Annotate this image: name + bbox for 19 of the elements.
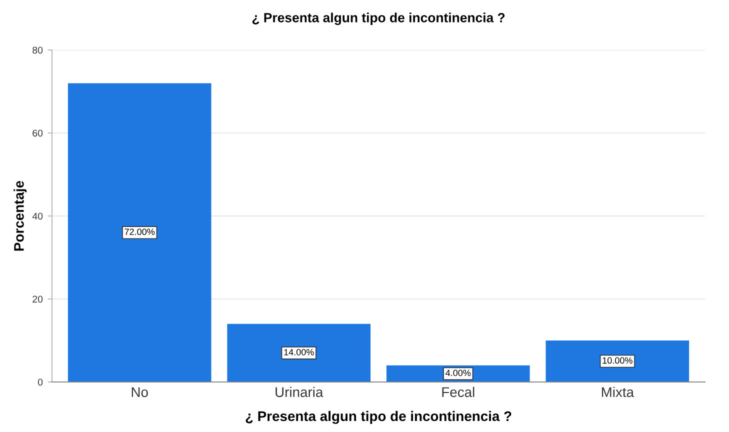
data-label: 14.00% bbox=[284, 348, 314, 356]
bar bbox=[68, 83, 212, 382]
x-tick-label: Urinaria bbox=[276, 386, 324, 398]
y-tick-label: 60 bbox=[32, 130, 43, 137]
chart-title: ¿ Presenta algun tipo de incontinencia ? bbox=[252, 12, 505, 26]
x-axis-title: ¿ Presenta algun tipo de incontinencia ? bbox=[246, 410, 512, 424]
y-tick-label: 0 bbox=[38, 378, 43, 386]
data-label: 4.00% bbox=[446, 370, 471, 376]
bar bbox=[546, 340, 690, 382]
y-tick-label: 80 bbox=[32, 46, 43, 54]
x-tick-label: No bbox=[132, 387, 148, 398]
y-tick-label: 20 bbox=[32, 296, 43, 303]
x-tick-label: Mixta bbox=[602, 386, 634, 398]
data-label: 72.00% bbox=[124, 228, 155, 236]
x-tick-label: Fecal bbox=[442, 386, 474, 398]
y-tick-label: 40 bbox=[32, 212, 43, 220]
bar bbox=[227, 324, 371, 382]
y-axis-title: Porcentaje bbox=[14, 180, 27, 251]
data-label: 10.00% bbox=[602, 357, 632, 364]
